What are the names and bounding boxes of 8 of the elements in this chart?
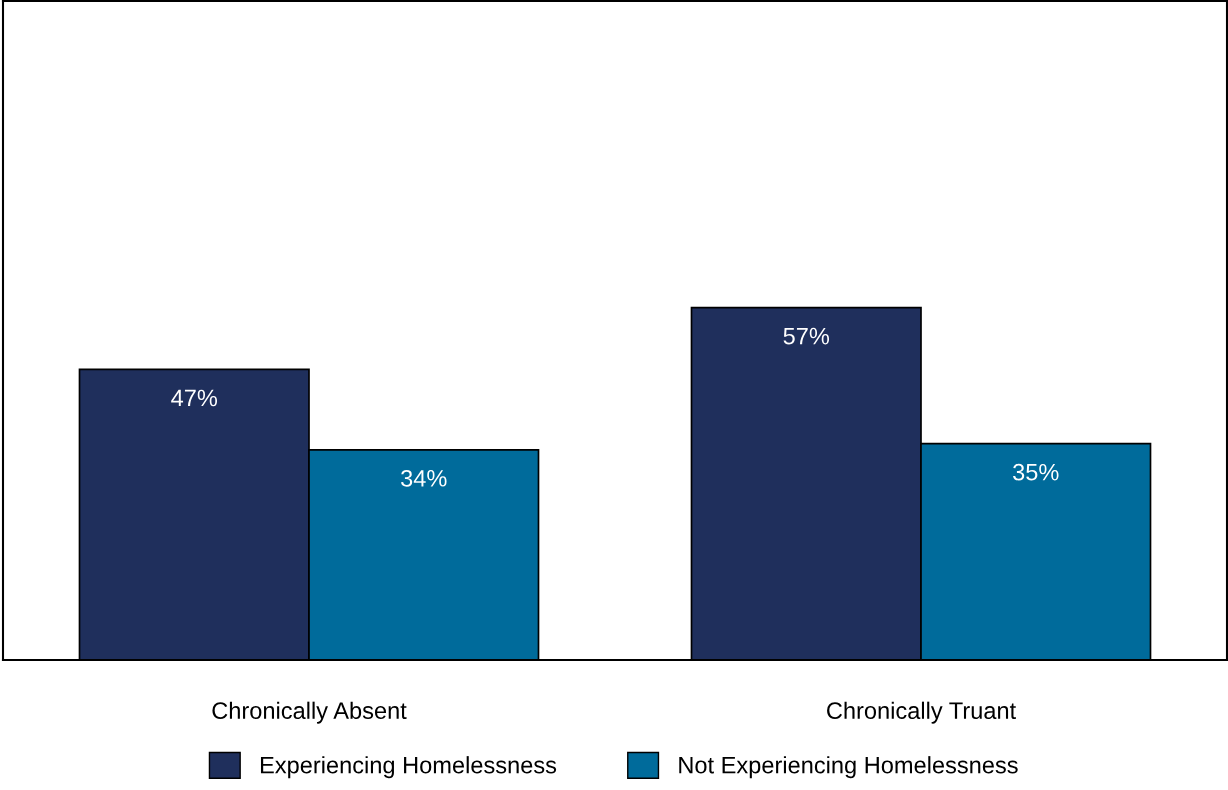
legend-label: Experiencing Homelessness <box>260 756 557 779</box>
legend-label: Not Experiencing Homelessness <box>679 756 1018 779</box>
data-label: 35% <box>1013 463 1059 481</box>
data-label: 57% <box>783 327 830 345</box>
x-tick-label: Chronically Absent <box>212 701 407 724</box>
data-label: 34% <box>401 469 447 487</box>
data-label: 47% <box>171 389 218 407</box>
x-tick-label: Chronically Truant <box>827 701 1016 724</box>
